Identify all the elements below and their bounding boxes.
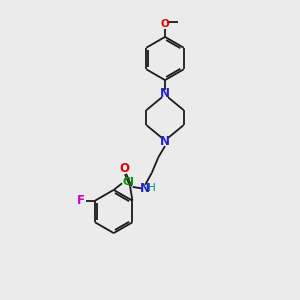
Text: N: N [160,135,170,148]
Text: F: F [76,194,85,207]
Text: O: O [160,19,169,29]
Text: H: H [148,183,156,193]
Text: Cl: Cl [123,177,135,187]
Text: N: N [160,87,170,100]
Text: O: O [119,162,129,176]
Text: N: N [140,182,150,195]
